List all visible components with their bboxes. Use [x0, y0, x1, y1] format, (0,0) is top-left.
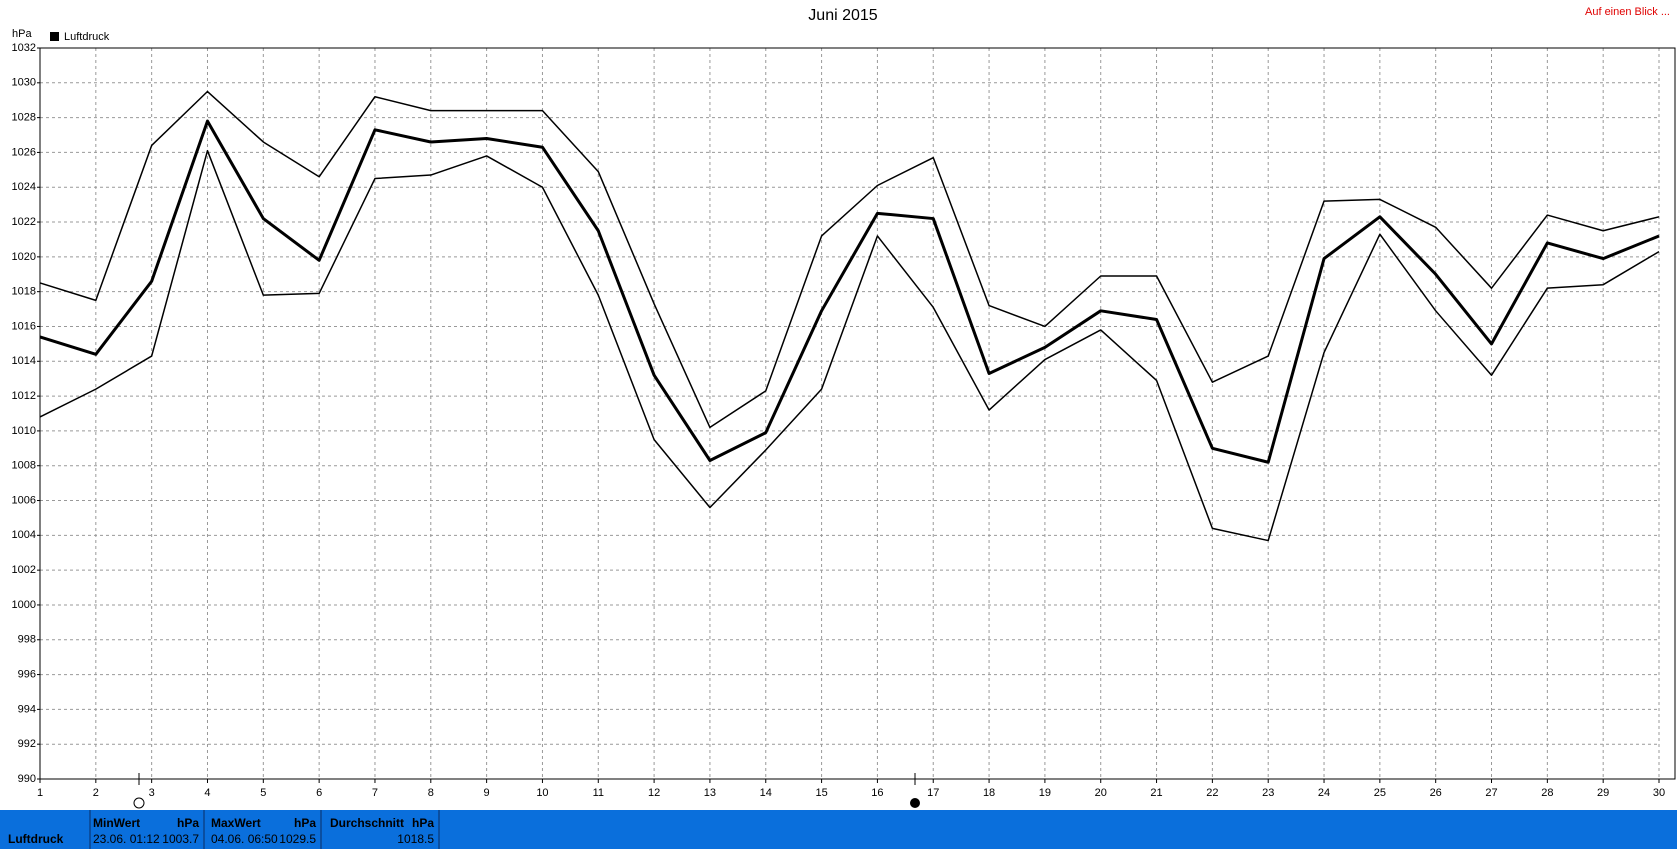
y-unit: hPa [12, 28, 32, 40]
x-tick-label: 4 [204, 787, 210, 799]
x-tick-label: 1 [37, 787, 43, 799]
x-tick-label: 22 [1206, 787, 1218, 799]
overview-link[interactable]: Auf einen Blick ... [1585, 6, 1670, 18]
y-tick-label: 994 [18, 703, 36, 715]
min-title: MinWert [93, 816, 141, 830]
legend-swatch [50, 32, 59, 41]
x-tick-label: 5 [260, 787, 266, 799]
x-tick-label: 30 [1653, 787, 1665, 799]
y-tick-label: 1016 [12, 320, 36, 332]
summary-cell: Durchschnitt hPa 1018.5 [323, 810, 440, 849]
x-tick-label: 26 [1430, 787, 1442, 799]
y-tick-label: 1020 [12, 251, 36, 263]
y-tick-label: 1004 [12, 529, 36, 541]
x-tick-label: 18 [983, 787, 995, 799]
legend-label: Luftdruck [64, 31, 110, 43]
x-tick-label: 24 [1318, 787, 1330, 799]
y-tick-label: 1030 [12, 77, 36, 89]
min-value: 1003.7 [162, 832, 199, 846]
min-unit: hPa [176, 816, 199, 830]
x-tick-label: 11 [593, 787, 604, 799]
x-tick-label: 9 [484, 787, 490, 799]
series-line [39, 149, 1660, 542]
x-tick-label: 29 [1597, 787, 1609, 799]
max-time: 04.06. 06:50 [211, 832, 278, 846]
summary-cell: MaxWert hPa 04.06. 06:50 1029.5 [206, 810, 322, 849]
y-tick-label: 1006 [12, 494, 36, 506]
x-tick-label: 19 [1039, 787, 1051, 799]
x-tick-label: 3 [149, 787, 155, 799]
x-tick-label: 10 [536, 787, 548, 799]
plot-frame [39, 47, 1676, 780]
y-tick-label: 1018 [12, 286, 36, 298]
y-tick-label: 990 [18, 773, 36, 785]
x-tick-label: 23 [1262, 787, 1274, 799]
y-tick-label: 996 [18, 668, 36, 680]
max-value: 1029.5 [279, 832, 316, 846]
y-tick-label: 1000 [12, 599, 36, 611]
y-tick-label: 1012 [12, 390, 36, 402]
y-tick-label: 1026 [12, 146, 36, 158]
x-tick-label: 7 [372, 787, 378, 799]
summary-cell: Luftdruck [0, 810, 91, 849]
series-line [39, 90, 1660, 429]
max-title: MaxWert [211, 816, 261, 830]
x-tick-label: 12 [648, 787, 660, 799]
y-tick-label: 1008 [12, 460, 36, 472]
x-tick-label: 2 [93, 787, 99, 799]
y-tick-label: 1024 [12, 181, 36, 193]
x-tick-label: 28 [1541, 787, 1553, 799]
full-moon-icon [133, 797, 145, 809]
y-tick-label: 998 [18, 634, 36, 646]
y-tick-label: 1002 [12, 564, 36, 576]
avg-title: Durchschnitt [330, 816, 405, 830]
y-tick-label: 1010 [12, 425, 36, 437]
chart-title: Juni 2015 [808, 7, 877, 24]
x-tick-label: 21 [1150, 787, 1162, 799]
x-tick-label: 27 [1485, 787, 1497, 799]
x-tick-label: 25 [1374, 787, 1386, 799]
avg-value: 1018.5 [397, 832, 434, 846]
x-tick-label: 14 [760, 787, 772, 799]
y-tick-label: 1022 [12, 216, 36, 228]
y-tick-label: 1014 [12, 355, 36, 367]
max-unit: hPa [293, 816, 316, 830]
new-moon-icon [910, 798, 920, 808]
summary-cell: MinWert hPa 23.06. 01:12 1003.7 [91, 810, 205, 849]
avg-unit: hPa [411, 816, 434, 830]
x-tick-label: 17 [927, 787, 939, 799]
y-tick-label: 1028 [12, 112, 36, 124]
x-tick-label: 8 [428, 787, 434, 799]
x-tick-label: 13 [704, 787, 716, 799]
y-tick-label: 1032 [12, 42, 36, 54]
chart: Juni 2015 Auf einen Blick ... hPa 990 992… [12, 6, 1676, 809]
x-tick-label: 16 [871, 787, 883, 799]
x-tick-label: 6 [316, 787, 322, 799]
x-tick-label: 20 [1095, 787, 1107, 799]
x-tick-label: 15 [815, 787, 827, 799]
y-tick-label: 992 [18, 738, 36, 750]
series-line [39, 119, 1660, 464]
summary-bar: Luftdruck MinWert hPa 23.06. 01:12 1003.… [0, 810, 1677, 849]
min-time: 23.06. 01:12 [93, 832, 160, 846]
summary-label: Luftdruck [8, 832, 64, 846]
